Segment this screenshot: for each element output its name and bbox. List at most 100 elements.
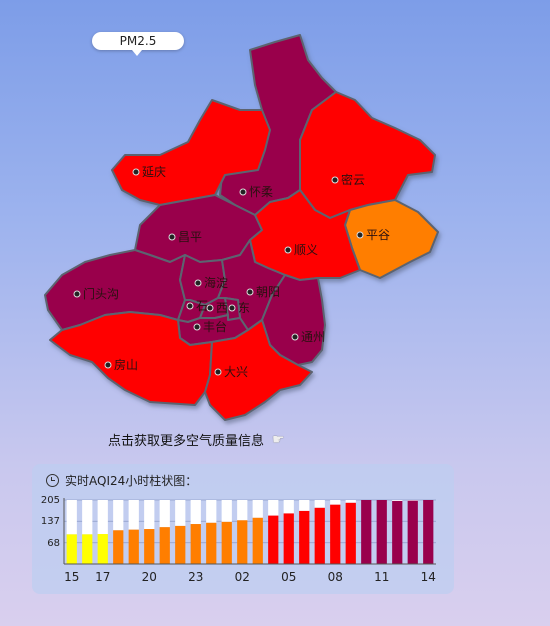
bar-background <box>314 500 325 508</box>
district-marker-chaoyang <box>246 288 254 296</box>
bar <box>392 500 403 564</box>
x-tick-label: 05 <box>281 570 296 584</box>
bar <box>252 517 263 564</box>
x-tick-label: 08 <box>328 570 343 584</box>
district-marker-shunyi <box>284 246 292 254</box>
bar-background <box>221 500 232 522</box>
bar-background <box>206 500 217 523</box>
district-label-fengtai: 丰台 <box>203 319 227 334</box>
bar-background <box>144 500 155 530</box>
district-label-chaoyang: 朝阳 <box>256 285 280 299</box>
pollutant-label: PM2.5 <box>92 32 184 56</box>
bar-background <box>128 500 139 530</box>
beijing-district-map: 延庆怀柔 密云平谷 昌平顺义门头沟 海淀朝阳石西东丰台通州房山大兴 <box>44 34 439 421</box>
y-tick-label: 137 <box>41 516 60 527</box>
district-marker-miyun <box>331 176 339 184</box>
bar <box>330 504 341 564</box>
bar <box>299 510 310 564</box>
bar <box>113 530 124 564</box>
district-marker-fangshan <box>104 361 112 369</box>
district-label-huairou: 怀柔 <box>249 185 273 199</box>
bar-background <box>392 500 403 501</box>
district-marker-mentougou <box>73 290 81 298</box>
district-marker-yanqing <box>132 168 140 176</box>
x-tick-label: 20 <box>142 570 157 584</box>
district-label-tongzhou: 通州 <box>301 330 325 344</box>
bar <box>345 502 356 564</box>
district-label-yanqing: 延庆 <box>142 165 166 179</box>
bar-background <box>82 500 93 535</box>
x-tick-label: 11 <box>374 570 389 584</box>
x-tick-label: 14 <box>421 570 436 584</box>
x-tick-label: 17 <box>95 570 110 584</box>
bar <box>128 529 139 564</box>
bar <box>175 525 186 564</box>
more-info-text: 点击获取更多空气质量信息 <box>108 434 265 449</box>
district-label-xicheng: 西 <box>216 301 228 315</box>
bar <box>144 529 155 564</box>
bar-background <box>175 500 186 526</box>
bar <box>159 527 170 564</box>
bar-background <box>407 500 418 501</box>
x-tick-label: 02 <box>235 570 250 584</box>
x-tick-label: 15 <box>64 570 79 584</box>
y-tick-label: 205 <box>41 495 60 506</box>
bar <box>361 500 372 564</box>
district-label-mentougou: 门头沟 <box>83 286 119 301</box>
bar-background <box>268 500 279 516</box>
bar-background <box>237 500 248 521</box>
x-tick-label: 23 <box>188 570 203 584</box>
district-label-haidian: 海淀 <box>204 275 228 290</box>
bar-background <box>159 500 170 528</box>
bar <box>221 521 232 564</box>
district-marker-pinggu <box>356 231 364 239</box>
district-marker-dongcheng <box>228 304 236 312</box>
district-marker-haidian <box>194 279 202 287</box>
bar <box>190 524 201 564</box>
district-marker-daxing <box>214 368 222 376</box>
bar <box>423 500 434 564</box>
district-label-fangshan: 房山 <box>114 357 138 372</box>
district-label-changping: 昌平 <box>178 230 202 244</box>
bar <box>206 522 217 564</box>
bar <box>283 513 294 564</box>
district-marker-shijingshan <box>186 302 194 310</box>
chart-title-text: 实时AQI24小时柱状图： <box>65 474 198 488</box>
district-marker-changping <box>168 233 176 241</box>
bar-background <box>66 500 77 535</box>
district-marker-xicheng <box>206 304 214 312</box>
district-label-shijingshan: 石 <box>196 299 208 313</box>
district-marker-fengtai <box>193 323 201 331</box>
district-label-dongcheng: 东 <box>238 301 250 315</box>
district-label-daxing: 大兴 <box>224 365 248 379</box>
district-miyun[interactable] <box>299 91 436 219</box>
clock-icon <box>46 474 59 487</box>
chart-title: 实时AQI24小时柱状图： <box>46 472 197 489</box>
bar <box>82 534 93 564</box>
bar <box>66 534 77 564</box>
bar <box>314 507 325 564</box>
bar-background <box>345 500 356 503</box>
bar <box>376 500 387 564</box>
district-daxing[interactable] <box>204 319 313 421</box>
bar-background <box>330 500 341 505</box>
district-marker-huairou <box>239 188 247 196</box>
more-info-link[interactable]: 点击获取更多空气质量信息 ☛ <box>108 430 285 450</box>
bar <box>97 534 108 564</box>
district-label-pinggu: 平谷 <box>366 228 390 242</box>
aqi-chart-panel: 68 137 205 15 17 20 23 02 05 08 11 14 实时AQI24小时柱状图： <box>32 464 454 594</box>
bar-background <box>190 500 201 525</box>
bar <box>268 515 279 564</box>
bar-background <box>113 500 124 531</box>
district-marker-tongzhou <box>291 333 299 341</box>
district-label-miyun: 密云 <box>341 172 365 187</box>
y-tick-label: 68 <box>47 538 60 549</box>
hand-pointer-icon: ☛ <box>272 431 285 448</box>
bar-background <box>97 500 108 535</box>
district-label-shunyi: 顺义 <box>294 243 318 257</box>
bar <box>237 520 248 564</box>
bar <box>407 500 418 564</box>
bar-background <box>299 500 310 511</box>
bar-background <box>283 500 294 514</box>
bar-background <box>252 500 263 518</box>
